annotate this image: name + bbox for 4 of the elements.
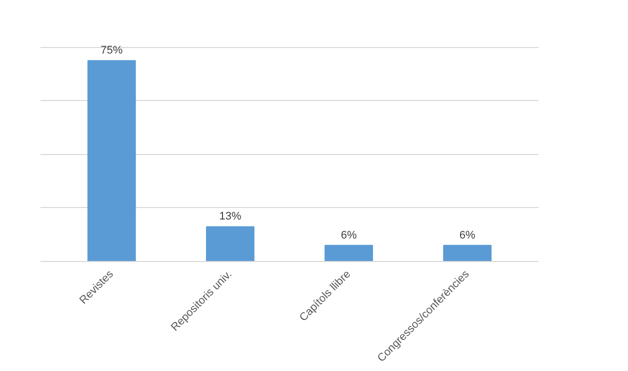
data-label: 13% (219, 210, 242, 223)
data-label: 6% (340, 229, 357, 242)
data-label: 6% (459, 229, 476, 242)
data-label: 75% (100, 44, 123, 57)
